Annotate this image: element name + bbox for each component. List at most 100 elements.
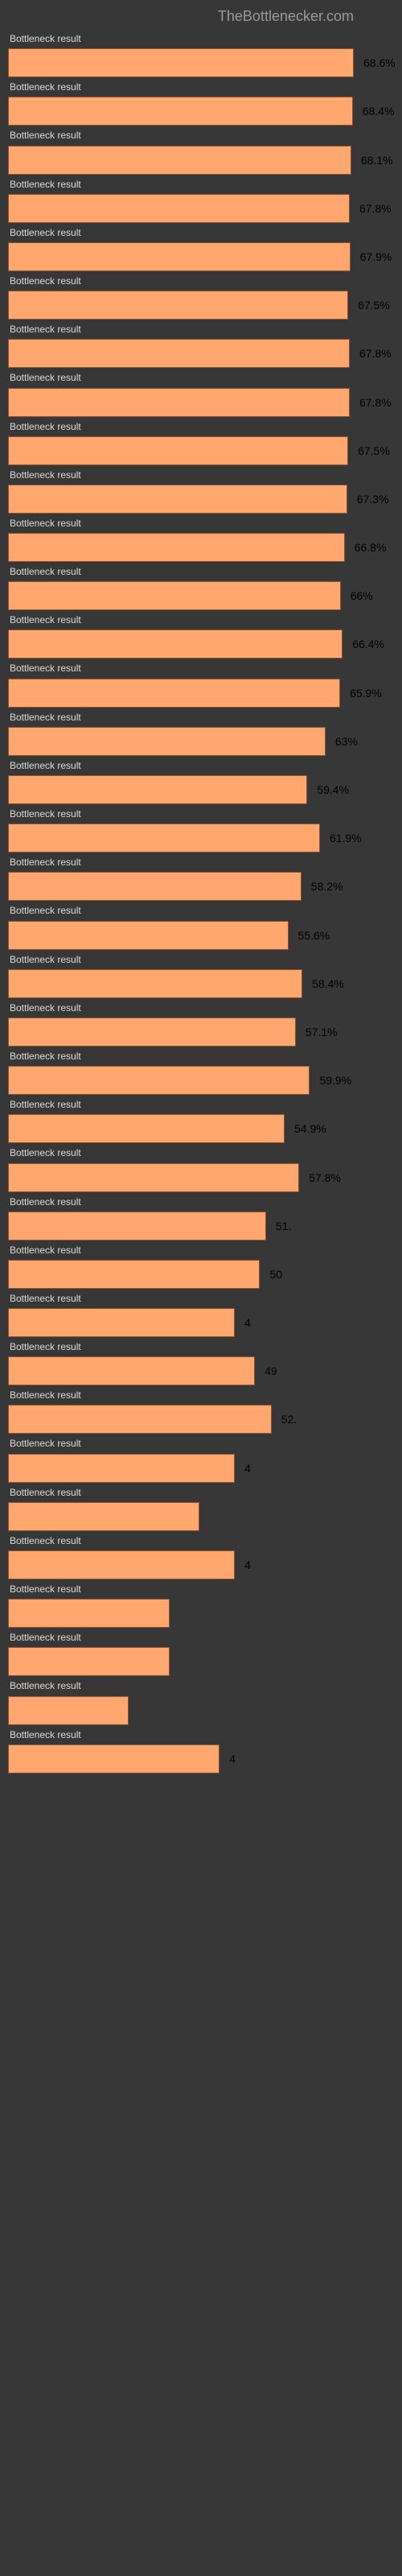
bar-track: 4 [8, 1454, 354, 1483]
bar-track: 61.9% [8, 824, 354, 852]
bar-track: 51. [8, 1212, 354, 1241]
row-label: Bottleneck result [8, 419, 354, 436]
bar-value: 65.9% [343, 687, 382, 700]
row-label: Bottleneck result [8, 1582, 354, 1599]
row-label: Bottleneck result [8, 952, 354, 969]
bar-value: 61.9% [323, 832, 362, 844]
bar-value: 49 [258, 1364, 277, 1377]
bar-fill [8, 339, 350, 368]
bar-value: 59.9% [313, 1074, 351, 1087]
chart-row: Bottleneck result67.5% [8, 274, 354, 320]
chart-row: Bottleneck result [8, 1485, 354, 1531]
bar-fill [8, 1696, 129, 1725]
bar-track [8, 1599, 354, 1628]
bar-value: 68.4% [356, 105, 395, 118]
row-label: Bottleneck result [8, 1728, 354, 1744]
bar-track: 4 [8, 1308, 354, 1337]
bar-value: 68.6% [357, 56, 396, 69]
bar-value: 4 [223, 1752, 236, 1765]
site-title: TheBottlenecker.com [218, 8, 354, 24]
bar-fill [8, 775, 307, 804]
bar-value: 67.8% [353, 202, 392, 215]
row-label: Bottleneck result [8, 661, 354, 678]
row-label: Bottleneck result [8, 1534, 354, 1550]
chart-row: Bottleneck result50 [8, 1243, 354, 1289]
bar-track: 58.2% [8, 872, 354, 901]
chart-row: Bottleneck result68.6% [8, 31, 354, 77]
bar-fill [8, 969, 302, 998]
chart-row: Bottleneck result4 [8, 1436, 354, 1482]
bar-fill [8, 485, 347, 514]
row-label: Bottleneck result [8, 468, 354, 485]
bar-value: 63% [329, 735, 358, 748]
bar-track [8, 1647, 354, 1676]
bar-track: 59.9% [8, 1066, 354, 1095]
bar-fill [8, 921, 289, 950]
row-label: Bottleneck result [8, 1388, 354, 1405]
bar-value: 67.5% [351, 444, 390, 457]
bar-track: 67.9% [8, 242, 354, 271]
bar-fill [8, 1066, 310, 1095]
row-label: Bottleneck result [8, 274, 354, 291]
chart-row: Bottleneck result61.9% [8, 807, 354, 852]
bar-fill [8, 146, 351, 175]
row-label: Bottleneck result [8, 177, 354, 194]
chart-row: Bottleneck result4 [8, 1291, 354, 1337]
bar-fill [8, 1599, 170, 1628]
row-label: Bottleneck result [8, 80, 354, 97]
bar-fill [8, 824, 320, 852]
bar-fill [8, 1114, 285, 1143]
bar-value: 4 [238, 1558, 251, 1571]
chart-row: Bottleneck result [8, 1582, 354, 1628]
bar-fill [8, 48, 354, 77]
bar-track: 57.8% [8, 1163, 354, 1192]
bar-value: 55.6% [292, 929, 330, 942]
row-label: Bottleneck result [8, 903, 354, 920]
bar-value: 67.9% [354, 250, 392, 263]
bar-track: 4 [8, 1744, 354, 1773]
row-label: Bottleneck result [8, 225, 354, 242]
bar-track: 65.9% [8, 679, 354, 708]
chart-row: Bottleneck result52. [8, 1388, 354, 1434]
bar-value: 66.4% [346, 638, 384, 650]
chart-row: Bottleneck result [8, 1630, 354, 1676]
chart-row: Bottleneck result 4 [8, 1534, 354, 1579]
bar-fill [8, 872, 302, 901]
bar-value: 58.2% [305, 880, 343, 893]
chart-row: Bottleneck result 55.6% [8, 903, 354, 949]
bar-fill [8, 1454, 235, 1483]
row-label: Bottleneck result [8, 322, 354, 339]
bar-fill [8, 291, 348, 320]
bar-track: 67.8% [8, 388, 354, 417]
chart-row: Bottleneck result57.8% [8, 1146, 354, 1191]
bar-value: 54.9% [288, 1122, 326, 1135]
bar-fill [8, 436, 348, 465]
row-label: Bottleneck result [8, 1195, 354, 1212]
row-label: Bottleneck result [8, 613, 354, 630]
chart-row: Bottleneck result58.4% [8, 952, 354, 998]
row-label: Bottleneck result [8, 1001, 354, 1018]
bar-value: 67.5% [351, 299, 390, 312]
row-label: Bottleneck result [8, 128, 354, 145]
bar-value: 67.3% [351, 493, 389, 506]
row-label: Bottleneck result [8, 1146, 354, 1162]
row-label: Bottleneck result [8, 1436, 354, 1453]
row-label: Bottleneck result [8, 564, 354, 581]
bar-fill [8, 97, 353, 126]
chart-row: Bottleneck result59.9% [8, 1049, 354, 1095]
bar-fill [8, 388, 350, 417]
chart-row: Bottleneck result59.4% [8, 758, 354, 804]
chart-row: Bottleneck result54.9% [8, 1097, 354, 1143]
bar-fill [8, 1502, 199, 1531]
row-label: Bottleneck result [8, 370, 354, 387]
bar-value: 66.8% [348, 541, 387, 554]
bar-fill [8, 727, 326, 756]
bar-track: 67.8% [8, 194, 354, 223]
bar-fill [8, 630, 343, 658]
chart-row: Bottleneck result57.1% [8, 1001, 354, 1046]
bar-track: 66% [8, 581, 354, 610]
row-label: Bottleneck result [8, 1340, 354, 1356]
bar-value: 66% [344, 589, 373, 602]
row-label: Bottleneck result [8, 516, 354, 533]
chart-row: Bottleneck result67.8% [8, 370, 354, 416]
